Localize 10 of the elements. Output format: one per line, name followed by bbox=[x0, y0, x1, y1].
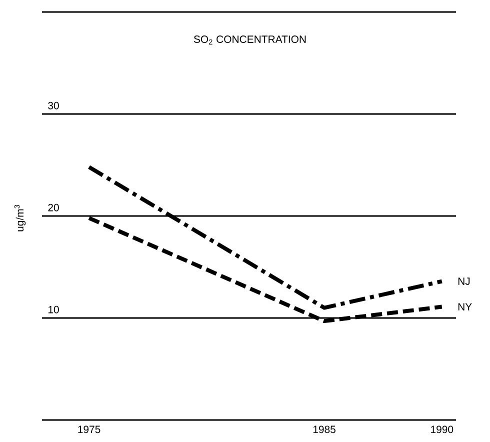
y-tick-label: 10 bbox=[48, 306, 59, 314]
text: SO$_{2}$ CONCENTRATION bbox=[194, 36, 306, 44]
x-tick-label: 1990 bbox=[431, 426, 454, 434]
y-tick-label: 30 bbox=[48, 102, 59, 110]
y-axis-title: ug/m$^{3}$ bbox=[14, 204, 26, 232]
x-tick-label: 1985 bbox=[313, 426, 336, 434]
x-tick-label: 1975 bbox=[78, 426, 100, 434]
series-label: NY bbox=[458, 303, 472, 310]
series-label: NJ bbox=[458, 278, 470, 285]
y-tick-label: 20 bbox=[48, 204, 59, 212]
